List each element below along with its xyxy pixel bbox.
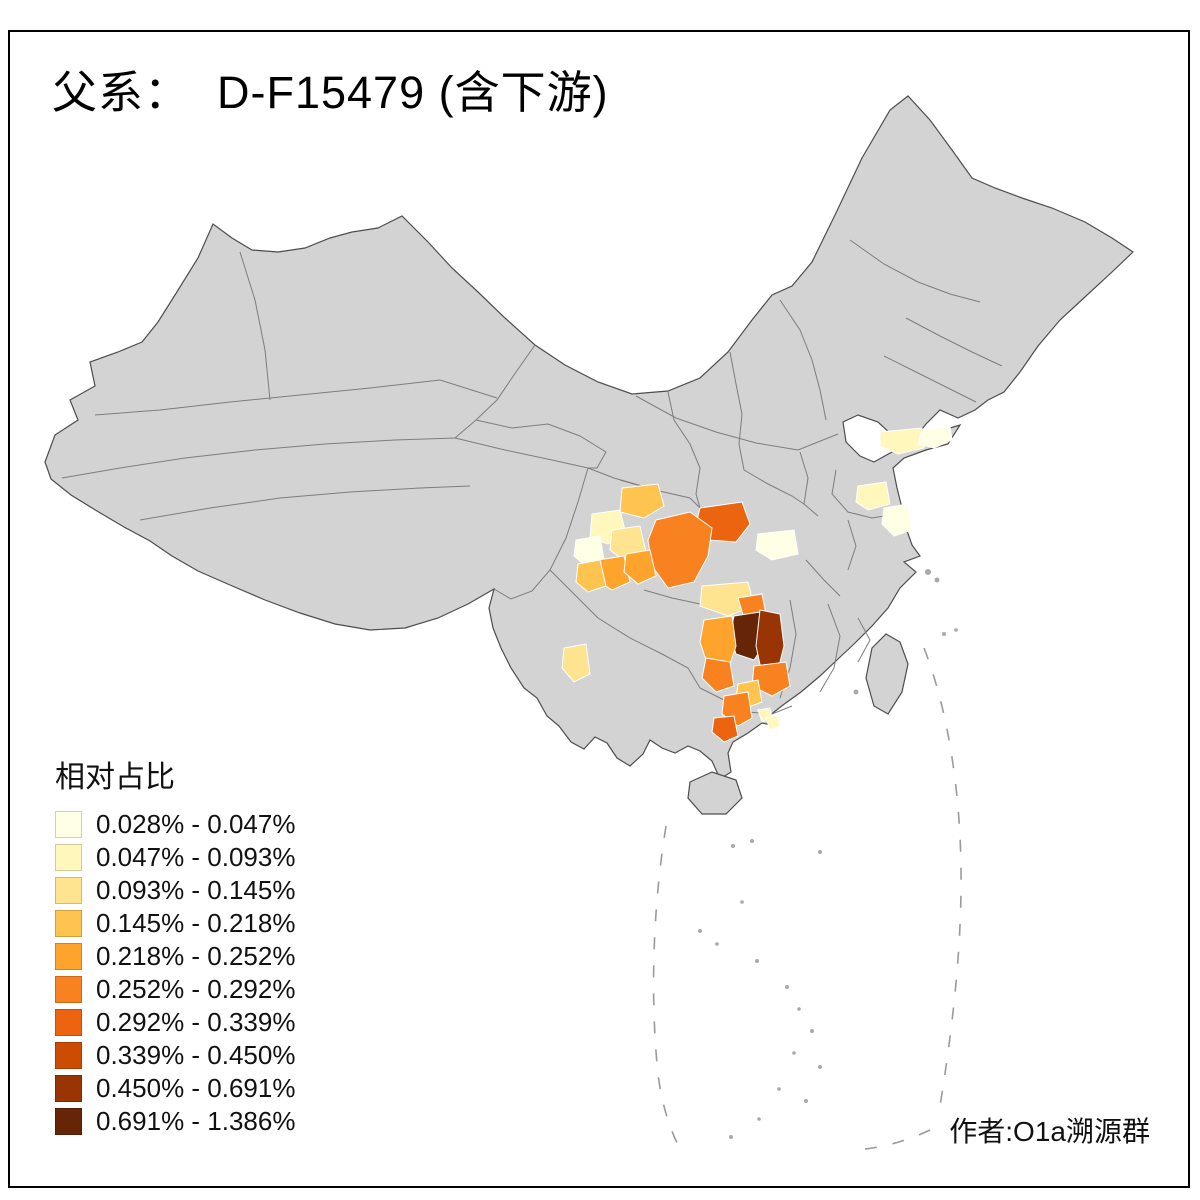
province-border — [454, 437, 589, 469]
province-border — [61, 437, 456, 479]
map-region — [701, 657, 735, 693]
province-border — [619, 479, 701, 509]
province-border — [805, 559, 841, 597]
taiwan-island — [865, 633, 909, 715]
legend-item: 0.218% - 0.252% — [55, 940, 295, 973]
nine-dash-line — [652, 825, 683, 1153]
legend-item: 0.292% - 0.339% — [55, 1006, 295, 1039]
legend-item: 0.339% - 0.450% — [55, 1039, 295, 1072]
province-borders — [61, 239, 1003, 715]
legend-title: 相对占比 — [55, 761, 175, 794]
map-region — [879, 427, 925, 455]
legend-label: 0.145% - 0.218% — [96, 908, 296, 938]
hainan-island — [687, 771, 743, 815]
province-border — [847, 519, 857, 571]
map-region — [561, 643, 591, 683]
province-border — [94, 379, 498, 416]
map-region — [575, 559, 607, 593]
legend-item: 0.047% - 0.093% — [55, 841, 295, 874]
province-border — [239, 251, 271, 401]
map-region — [623, 549, 657, 585]
province-border — [743, 469, 805, 505]
province-border — [635, 395, 839, 451]
legend-swatch — [55, 877, 82, 904]
legend-swatch — [55, 844, 82, 871]
province-border — [905, 317, 1003, 367]
legend-rows: 0.028% - 0.047% 0.047% - 0.093% 0.093% - 0… — [55, 808, 295, 1138]
province-border — [597, 617, 701, 689]
legend-label: 0.028% - 0.047% — [96, 809, 296, 839]
province-border — [831, 469, 897, 519]
province-border — [819, 603, 841, 693]
nine-dash-line — [923, 647, 962, 1119]
page-title: 父系： D-F15479 (含下游) — [52, 67, 609, 118]
south-china-sea-islands — [698, 839, 822, 1139]
legend-swatch — [55, 1108, 82, 1135]
legend-item: 0.691% - 1.386% — [55, 1105, 295, 1138]
legend-label: 0.047% - 0.093% — [96, 842, 296, 872]
province-border — [454, 344, 536, 439]
province-border — [729, 351, 745, 471]
legend-item: 0.093% - 0.145% — [55, 874, 295, 907]
province-border — [799, 451, 819, 517]
map-region — [711, 715, 739, 743]
china-mainland — [44, 95, 1134, 780]
legend-label: 0.292% - 0.339% — [96, 1007, 296, 1037]
legend-swatch — [55, 1009, 82, 1036]
east-sea-islet — [942, 632, 946, 636]
legend-label: 0.093% - 0.145% — [96, 875, 296, 905]
province-border — [667, 391, 701, 509]
legend: 相对占比 0.028% - 0.047% 0.047% - 0.093% 0.093… — [55, 752, 295, 1138]
province-border — [883, 355, 977, 403]
legend-label: 0.339% - 0.450% — [96, 1040, 296, 1070]
legend-label: 0.252% - 0.292% — [96, 974, 296, 1004]
legend-label: 0.691% - 1.386% — [96, 1106, 296, 1136]
province-border — [139, 485, 471, 521]
credit-text: 作者:O1a溯源群 — [949, 1116, 1150, 1147]
province-border — [549, 569, 599, 619]
province-border — [849, 239, 981, 303]
legend-label: 0.218% - 0.252% — [96, 941, 296, 971]
province-border — [857, 617, 871, 663]
legend-item: 0.145% - 0.218% — [55, 907, 295, 940]
choropleth-regions — [561, 425, 953, 743]
east-sea-islet — [954, 628, 958, 632]
legend-label: 0.450% - 0.691% — [96, 1073, 296, 1103]
zhoushan-islet — [934, 577, 940, 583]
map-region — [647, 511, 713, 589]
province-border — [475, 419, 607, 469]
south-china-sea-boundary — [652, 647, 962, 1153]
legend-swatch — [55, 910, 82, 937]
legend-swatch — [55, 1042, 82, 1069]
legend-swatch — [55, 1075, 82, 1102]
province-border — [779, 299, 827, 421]
map-region — [881, 503, 913, 537]
map-region — [755, 529, 799, 561]
legend-swatch — [55, 976, 82, 1003]
province-border — [643, 589, 701, 605]
legend-swatch — [55, 943, 82, 970]
nine-dash-line — [855, 1129, 931, 1151]
legend-item: 0.450% - 0.691% — [55, 1072, 295, 1105]
map-region — [619, 483, 665, 519]
legend-item: 0.028% - 0.047% — [55, 808, 295, 841]
penghu-islet — [853, 689, 859, 695]
map-region — [765, 715, 781, 731]
legend-item: 0.252% - 0.292% — [55, 973, 295, 1006]
zhoushan-islet — [925, 569, 931, 575]
map-region — [855, 481, 891, 511]
map-region — [917, 425, 953, 449]
legend-swatch — [55, 811, 82, 838]
